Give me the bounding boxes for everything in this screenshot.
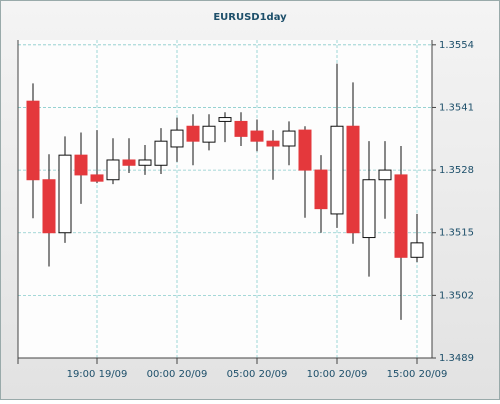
candle-body [218, 117, 232, 122]
y-tick-label: 1.3554 [439, 40, 474, 51]
candle-body [74, 154, 88, 176]
x-tick-label: 10:00 20/09 [307, 369, 368, 380]
candle-body [314, 169, 328, 210]
y-tick-label: 1.3489 [439, 353, 474, 364]
candle-body [170, 129, 184, 148]
candle-body [186, 125, 200, 142]
y-tick-label: 1.3541 [439, 102, 474, 113]
chart-title: EURUSD1day [213, 12, 287, 23]
candle-body [266, 140, 280, 147]
candle-body [138, 159, 152, 166]
y-tick-label: 1.3502 [439, 290, 474, 301]
y-tick-label: 1.3528 [439, 165, 474, 176]
candle-body [42, 179, 56, 234]
x-tick-label: 00:00 20/09 [147, 369, 208, 380]
candle-body [90, 174, 104, 182]
candle-body [26, 100, 40, 181]
candle-body [346, 125, 360, 234]
candle-body [250, 130, 264, 142]
candle-body [298, 129, 312, 171]
candle-body [330, 125, 344, 215]
x-tick-label: 15:00 20/09 [387, 369, 448, 380]
candle-body [58, 154, 72, 234]
candle-body [202, 125, 216, 143]
x-tick-label: 05:00 20/09 [227, 369, 288, 380]
candle-body [154, 140, 168, 166]
candle-body [362, 179, 376, 239]
candle-body [234, 120, 248, 137]
candle-body [394, 174, 408, 258]
y-tick-label: 1.3515 [439, 228, 474, 239]
x-tick-label: 19:00 19/09 [67, 369, 128, 380]
candle-body [378, 169, 392, 181]
candle-body [106, 159, 120, 181]
candle-body [410, 242, 424, 258]
candle-body [122, 159, 136, 166]
candle-body [282, 130, 296, 147]
